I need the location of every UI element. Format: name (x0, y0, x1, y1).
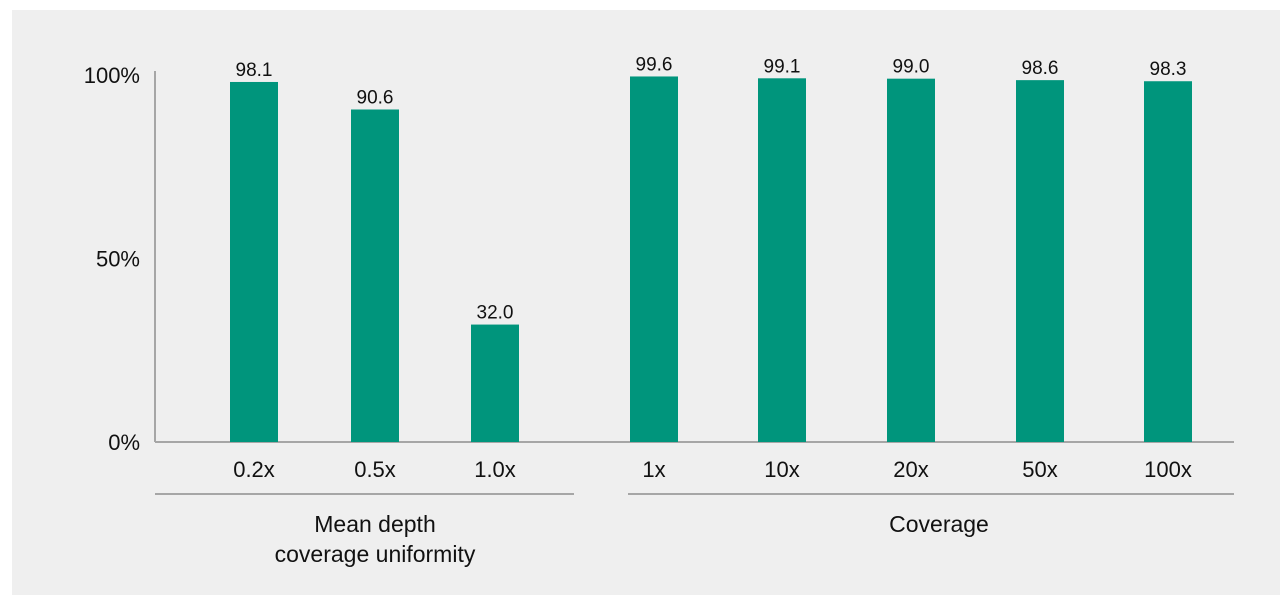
y-tick-label: 50% (96, 247, 140, 272)
chart-panel: 0% 50% 100% 98.1 0.2x 90.6 0.5x 32.0 1.0x Mean d… (12, 10, 1280, 595)
bar (1016, 80, 1064, 442)
x-tick-label: 0.2x (233, 457, 275, 482)
x-tick-label: 0.5x (354, 457, 396, 482)
data-label: 98.3 (1150, 59, 1187, 80)
labels: 98.1 0.2x 90.6 0.5x 32.0 1.0x Mean depth covera… (233, 54, 1192, 567)
data-label: 99.6 (636, 54, 673, 75)
y-tick-label: 100% (84, 63, 140, 88)
data-label: 90.6 (357, 87, 394, 108)
bar (471, 324, 519, 442)
data-label: 99.0 (893, 57, 930, 78)
bar (887, 78, 935, 443)
data-label: 98.1 (236, 60, 273, 81)
data-label: 99.1 (764, 56, 801, 77)
bar-chart: 0% 50% 100% 98.1 0.2x 90.6 0.5x 32.0 1.0x Mean d… (84, 54, 1234, 567)
x-tick-label: 1.0x (474, 457, 516, 482)
data-label: 98.6 (1022, 58, 1059, 79)
bar (630, 76, 678, 442)
x-tick-label: 20x (893, 457, 928, 482)
bar (758, 78, 806, 442)
bars (230, 76, 1192, 443)
x-tick-label: 50x (1022, 457, 1057, 482)
x-tick-label: 10x (764, 457, 799, 482)
bar (351, 109, 399, 443)
bar (1144, 81, 1192, 442)
group-label: Coverage (889, 511, 989, 537)
group-label: coverage uniformity (275, 541, 476, 567)
x-tick-label: 1x (642, 457, 665, 482)
y-tick-label: 0% (108, 430, 140, 455)
bar (230, 81, 278, 443)
x-tick-label: 100x (1144, 457, 1192, 482)
group-label: Mean depth (314, 511, 435, 537)
data-label: 32.0 (477, 303, 514, 324)
